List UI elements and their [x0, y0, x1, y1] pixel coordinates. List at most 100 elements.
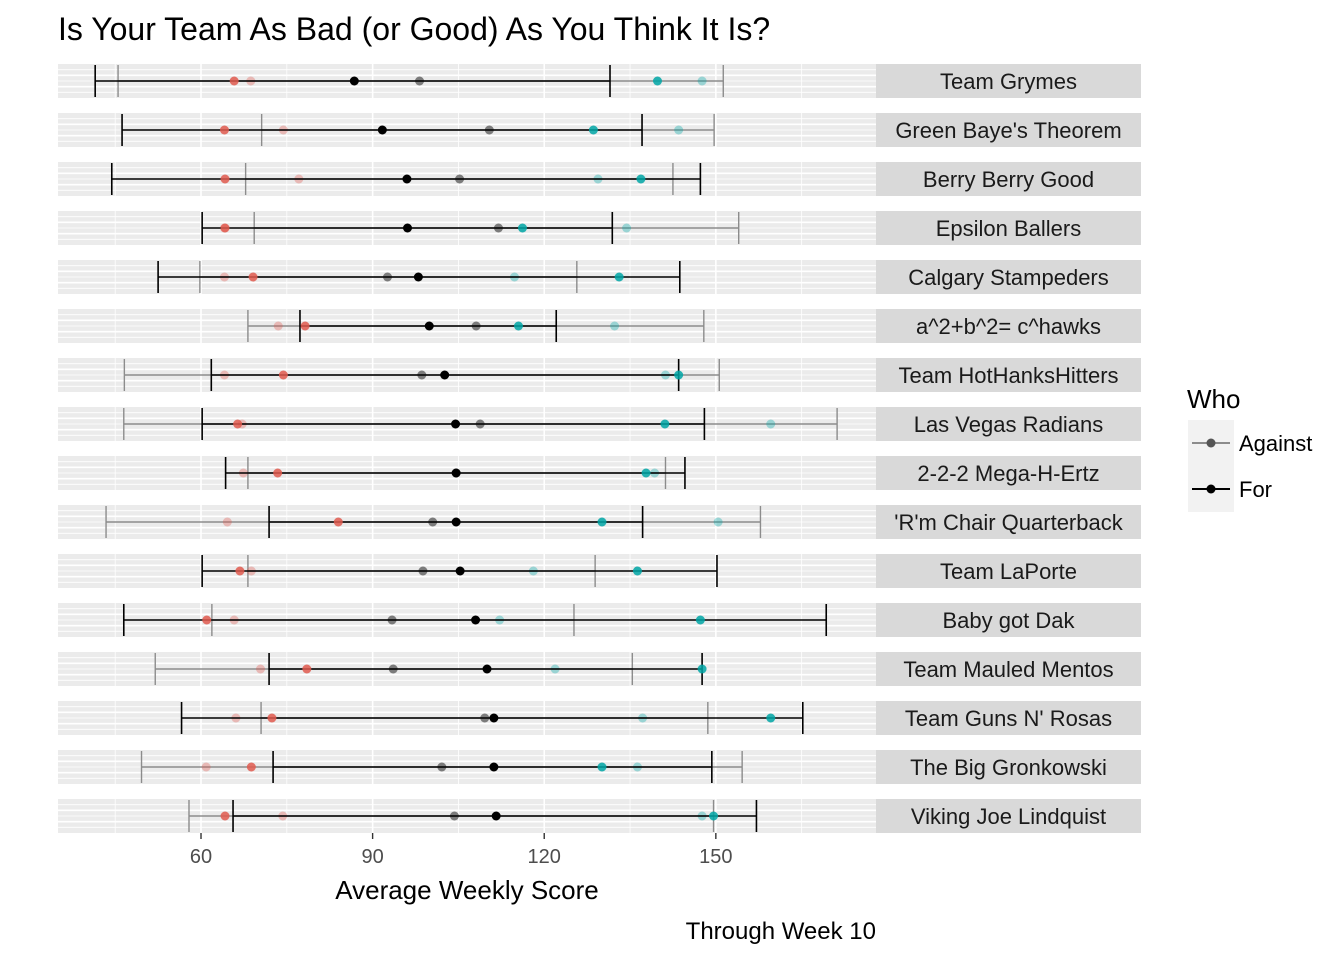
strip-background	[876, 309, 1141, 343]
for-low-point	[229, 76, 239, 86]
team-panel: Berry Berry Good	[58, 162, 1141, 196]
for-mean-point	[440, 370, 450, 380]
for-mean-point	[451, 468, 461, 478]
team-label: The Big Gronkowski	[910, 755, 1107, 780]
for-low-point	[220, 174, 230, 184]
team-label: Green Baye's Theorem	[895, 118, 1121, 143]
against-low-point	[201, 762, 211, 772]
team-panel: Baby got Dak	[58, 603, 1141, 637]
team-label: Epsilon Ballers	[936, 216, 1082, 241]
for-low-point	[220, 223, 230, 233]
for-low-point	[302, 664, 312, 674]
strip-background	[876, 799, 1141, 833]
against-high-point	[622, 223, 632, 233]
for-mean-point	[489, 713, 499, 723]
for-high-point	[517, 223, 527, 233]
for-high-point	[709, 811, 719, 821]
strip-background	[876, 456, 1141, 490]
team-panel: Epsilon Ballers	[58, 211, 1141, 245]
team-panel: Team Grymes	[58, 64, 1141, 98]
for-high-point	[513, 321, 523, 331]
for-high-point	[597, 762, 607, 772]
for-low-point	[219, 125, 229, 135]
x-tick-label: 120	[528, 846, 561, 868]
strip-background	[876, 554, 1141, 588]
team-label: Team Mauled Mentos	[903, 657, 1113, 682]
for-low-point	[220, 811, 230, 821]
strip-background	[876, 505, 1141, 539]
team-panel: Calgary Stampeders	[58, 260, 1141, 294]
team-panel: Green Baye's Theorem	[58, 113, 1141, 147]
for-low-point	[273, 468, 283, 478]
legend-key-for	[1188, 466, 1234, 512]
for-mean-point	[403, 223, 413, 233]
against-high-point	[674, 125, 684, 135]
for-high-point	[697, 664, 707, 674]
strip-background	[876, 113, 1141, 147]
x-tick-label: 90	[361, 846, 383, 868]
against-low-point	[255, 664, 265, 674]
legend: Who Against For	[1187, 384, 1312, 512]
strip-background	[876, 407, 1141, 441]
against-high-point	[766, 419, 776, 429]
team-panel: The Big Gronkowski	[58, 750, 1141, 784]
for-low-point	[278, 370, 288, 380]
for-mean-point	[402, 174, 412, 184]
against-high-point	[713, 517, 723, 527]
against-low-point	[222, 517, 232, 527]
strip-background	[876, 652, 1141, 686]
team-panel: Team Mauled Mentos	[58, 652, 1141, 686]
for-low-point	[246, 762, 256, 772]
team-label: Baby got Dak	[942, 608, 1075, 633]
team-label: Berry Berry Good	[923, 167, 1094, 192]
team-panel: 2-2-2 Mega-H-Ertz	[58, 456, 1141, 490]
against-high-point	[697, 76, 707, 86]
team-panel: Team LaPorte	[58, 554, 1141, 588]
for-mean-point	[349, 76, 359, 86]
team-label: 'R'm Chair Quarterback	[894, 510, 1123, 535]
for-high-point	[674, 370, 684, 380]
strip-background	[876, 162, 1141, 196]
legend-label-against: Against	[1239, 431, 1312, 456]
x-tick-label: 150	[699, 846, 732, 868]
team-panels: Team Grymes Green Baye's Theorem Berry Ber…	[58, 64, 1141, 833]
for-low-point	[267, 713, 277, 723]
team-label: Team Guns N' Rosas	[905, 706, 1112, 731]
team-panel: Las Vegas Radians	[58, 407, 1141, 441]
for-high-point	[641, 468, 651, 478]
team-label: Las Vegas Radians	[914, 412, 1104, 437]
strip-background	[876, 260, 1141, 294]
team-panel: Viking Joe Lindquist	[58, 799, 1141, 833]
team-label: a^2+b^2= c^hawks	[916, 314, 1101, 339]
chart-title: Is Your Team As Bad (or Good) As You Thi…	[58, 11, 770, 47]
team-panel: 'R'm Chair Quarterback	[58, 505, 1141, 539]
for-low-point	[248, 272, 258, 282]
for-high-point	[660, 419, 670, 429]
team-panel: Team Guns N' Rosas	[58, 701, 1141, 735]
for-low-point	[300, 321, 310, 331]
for-low-point	[333, 517, 343, 527]
for-high-point	[614, 272, 624, 282]
for-high-point	[766, 713, 776, 723]
for-high-point	[695, 615, 705, 625]
team-label: Calgary Stampeders	[908, 265, 1109, 290]
for-low-point	[235, 566, 245, 576]
legend-label-for: For	[1239, 477, 1272, 502]
for-mean-point	[482, 664, 492, 674]
strip-background	[876, 64, 1141, 98]
x-axis-label: Average Weekly Score	[335, 875, 599, 905]
for-mean-point	[451, 419, 461, 429]
strip-background	[876, 750, 1141, 784]
for-mean-point	[471, 615, 481, 625]
team-label: Team HotHanksHitters	[898, 363, 1118, 388]
strip-background	[876, 211, 1141, 245]
for-mean-point	[424, 321, 434, 331]
against-high-point	[610, 321, 620, 331]
for-high-point	[632, 566, 642, 576]
against-low-point	[273, 321, 283, 331]
team-label: Team LaPorte	[940, 559, 1077, 584]
for-low-point	[233, 419, 243, 429]
strip-background	[876, 701, 1141, 735]
